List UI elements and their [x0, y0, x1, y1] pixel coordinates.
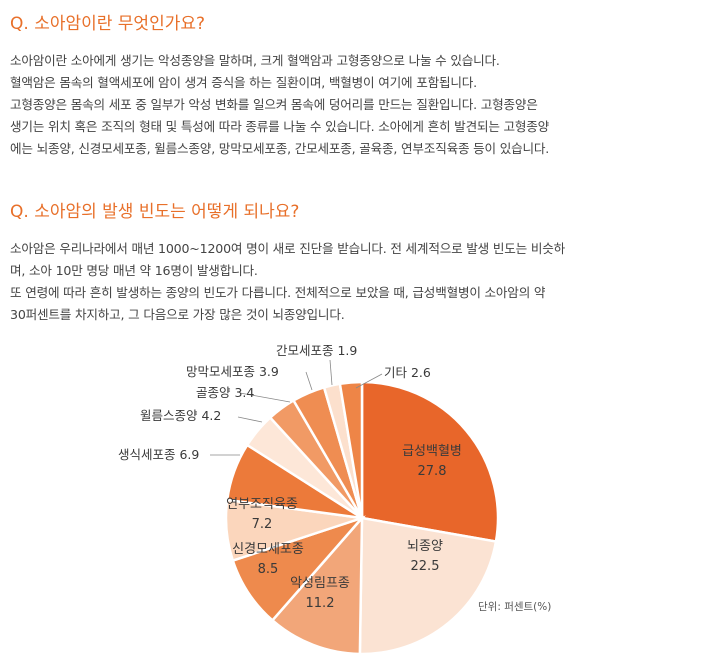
slice-label: 신경모세포종 — [232, 542, 304, 557]
section2-line-3: 또 연령에 따라 흔히 발생하는 종양의 빈도가 다릅니다. 전체적으로 보았을… — [10, 285, 546, 300]
section1-line-5: 에는 뇌종양, 신경모세포종, 윌름스종양, 망막모세포종, 간모세포종, 골육… — [10, 141, 550, 156]
slice-value: 22.5 — [411, 559, 440, 574]
unit-label: 단위: 퍼센트(%) — [478, 600, 551, 613]
slice-value: 7.2 — [252, 517, 273, 532]
leader-line — [355, 373, 383, 389]
pie-slice — [360, 380, 500, 544]
leader-line — [239, 392, 291, 403]
slice-value: 8.5 — [258, 562, 279, 577]
slice-label: 망막모세포종 3.9 — [186, 364, 279, 379]
pie-slice — [338, 380, 364, 519]
section2-line-4: 30퍼센트를 차지하고, 그 다음으로 가장 많은 것이 뇌종양입니다. — [10, 307, 345, 322]
slice-label: 윌름스종양 4.2 — [140, 408, 221, 423]
slice-label: 연부조직육종 — [226, 497, 298, 512]
slice-value: 11.2 — [306, 596, 335, 611]
leader-line — [305, 371, 313, 391]
slice-label: 기타 2.6 — [384, 365, 431, 380]
leader-line — [237, 416, 263, 423]
slice-label: 골종양 3.4 — [196, 385, 254, 400]
section1-line-2: 혈액암은 몸속의 혈액세포에 암이 생겨 증식을 하는 질환이며, 백혈병이 여… — [10, 75, 477, 90]
section2-line-2: 며, 소아 10만 명당 매년 약 16명이 발생합니다. — [10, 263, 258, 278]
section1-line-3: 고형종양은 몸속의 세포 중 일부가 악성 변화를 일으켜 몸속에 덩어리를 만… — [10, 97, 538, 112]
slice-label: 악성림프종 — [290, 576, 350, 591]
pie-chart: 급성백혈병 27.8 뇌종양 22.5 악성림프종 11.2 신경모세포종 8.5 연부조직육종… — [118, 343, 551, 656]
section2-line-1: 소아암은 우리나라에서 매년 1000~1200여 명이 새로 진단을 받습니다… — [10, 241, 565, 256]
pie-slice — [270, 514, 364, 656]
section2-title: Q. 소아암의 발생 빈도는 어떻게 되나요? — [10, 202, 300, 222]
leader-line — [329, 359, 333, 386]
slice-label: 뇌종양 — [407, 539, 443, 554]
section1-line-1: 소아암이란 소아에게 생기는 악성종양을 말하며, 크게 혈액암과 고형종양으로… — [10, 53, 500, 68]
slice-label: 간모세포종 1.9 — [276, 343, 357, 358]
slice-label: 생식세포종 6.9 — [118, 447, 199, 462]
slice-label: 급성백혈병 — [402, 444, 462, 459]
section1-line-4: 생기는 위치 혹은 조직의 형태 및 특성에 따라 종류를 나눌 수 있습니다.… — [10, 119, 550, 134]
slice-value: 27.8 — [418, 464, 447, 479]
section1-title: Q. 소아암이란 무엇인가요? — [10, 14, 206, 34]
pie-slice — [358, 516, 498, 656]
